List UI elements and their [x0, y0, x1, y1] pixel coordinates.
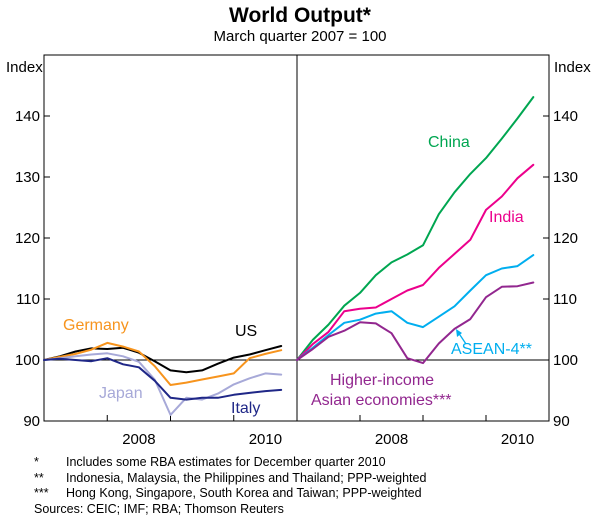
y-tick-label-left: 110 — [16, 291, 40, 308]
series-label-us: US — [235, 323, 257, 340]
footnote-3: *** Hong Kong, Singapore, South Korea and… — [34, 486, 426, 502]
footnote-3-text: Hong Kong, Singapore, South Korea and Ta… — [66, 486, 422, 500]
y-axis-label-left: Index — [6, 59, 43, 76]
world-output-chart: World Output* March quarter 2007 = 100 I… — [6, 4, 591, 448]
footnote-2-mark: ** — [34, 470, 44, 485]
y-tick-label-right: 140 — [553, 108, 578, 125]
sources: Sources: CEIC; IMF; RBA; Thomson Reuters — [34, 501, 284, 516]
y-tick-label-right: 90 — [553, 413, 570, 430]
series-label-higher-income: Higher-income — [330, 372, 434, 389]
series-label-japan: Japan — [99, 385, 143, 402]
series-line-japan — [43, 352, 283, 416]
series-label-india: India — [489, 209, 524, 226]
series-label-china: China — [428, 134, 470, 151]
y-tick-label-left: 130 — [15, 169, 40, 186]
series-line-germany — [43, 341, 283, 386]
footnote-1-text: Includes some RBA estimates for December… — [66, 455, 386, 469]
y-axis-label-right: Index — [554, 59, 591, 76]
footnote-2: ** Indonesia, Malaysia, the Philippines a… — [34, 471, 426, 487]
y-tick-label-right: 100 — [553, 352, 578, 369]
series-line-asean-4 — [296, 254, 535, 361]
y-tick-label-left: 90 — [23, 413, 40, 430]
footnotes: * Includes some RBA estimates for Decembe… — [34, 455, 426, 517]
series-label-asean-4: ASEAN-4** — [451, 341, 532, 358]
series-line-china — [296, 96, 535, 361]
right-x-tick-label: 2010 — [501, 431, 534, 448]
series-label-italy: Italy — [231, 400, 260, 417]
footnote-1: * Includes some RBA estimates for Decembe… — [34, 455, 426, 471]
asean-pointer-arrowhead — [456, 329, 462, 337]
y-tick-label-left: 140 — [15, 108, 40, 125]
footnote-1-mark: * — [34, 455, 39, 469]
y-tick-label-right: 120 — [553, 230, 578, 247]
chart-subtitle: March quarter 2007 = 100 — [213, 28, 386, 45]
footnote-3-mark: *** — [34, 486, 49, 500]
left-x-tick-label: 2008 — [122, 431, 155, 448]
series-labels: Germany US Japan Italy China India ASEAN-4** Hi… — [63, 134, 532, 417]
axis-ticks: 90 100 110 120 130 140 2008 2010 90 100 110 120 130 1… — [15, 108, 578, 448]
series-label-germany: Germany — [63, 317, 129, 334]
y-tick-label-left: 100 — [15, 352, 40, 369]
y-tick-label-left: 120 — [15, 230, 40, 247]
series-line-higher-income-asian-economies — [296, 281, 535, 365]
y-tick-label-right: 130 — [553, 169, 578, 186]
right-x-tick-label: 2008 — [375, 431, 408, 448]
footnote-2-text: Indonesia, Malaysia, the Philippines and… — [66, 470, 427, 485]
y-tick-label-right: 110 — [553, 291, 577, 308]
series-label-asian-economies: Asian economies*** — [311, 392, 452, 409]
series-line-india — [296, 163, 535, 361]
left-x-tick-label: 2010 — [249, 431, 282, 448]
chart-title: World Output* — [229, 4, 372, 27]
series-line-us — [43, 345, 283, 374]
series-lines — [43, 96, 535, 416]
series-line-italy — [43, 357, 283, 401]
